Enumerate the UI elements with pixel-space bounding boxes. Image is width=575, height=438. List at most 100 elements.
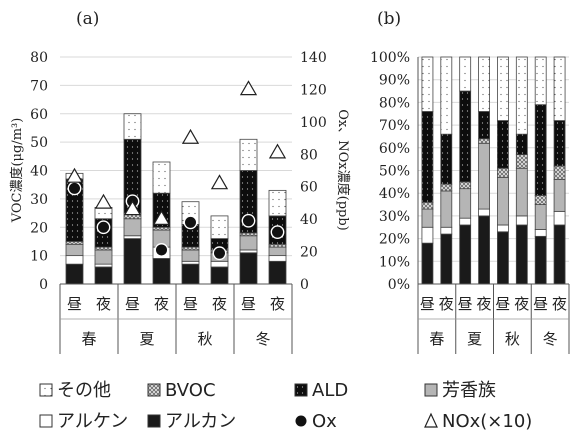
- bar-segment-alkane: [553, 224, 566, 285]
- bar-segment-bvoc: [553, 165, 566, 180]
- bar-segment-alkane: [459, 224, 472, 285]
- bar-segment-ald: [515, 133, 528, 156]
- ox-marker: [270, 225, 285, 240]
- nox-marker: [123, 200, 142, 216]
- category-label: 昼: [420, 295, 435, 313]
- category-label: 夜: [439, 295, 454, 313]
- left-tick-label: 10: [30, 249, 48, 265]
- legend-label: NOx(×10): [442, 411, 532, 432]
- bar-segment-bvoc: [152, 226, 171, 231]
- ox-marker: [183, 215, 198, 230]
- bar-segment-alkene: [181, 260, 200, 265]
- bar-segment-ald: [478, 111, 490, 140]
- ox-marker: [154, 243, 169, 257]
- bar-segment-alkane: [515, 224, 528, 285]
- bar-segment-other: [239, 138, 258, 171]
- bar-segment-alkene: [478, 208, 490, 217]
- group-label: 夏: [139, 330, 154, 348]
- bar-segment-alkane: [478, 215, 490, 285]
- bar-segment-alkene: [65, 255, 84, 265]
- bar-segment-aromatic: [553, 179, 566, 212]
- category-label: 昼: [458, 295, 473, 313]
- bar-segment-alkene: [239, 249, 258, 254]
- bar-segment-other: [497, 56, 509, 121]
- bar-segment-other: [534, 56, 547, 106]
- right-tick-label: 0: [300, 277, 309, 293]
- category-label: 夜: [212, 295, 227, 313]
- panel-b-tick-labels: 0% 10% 20% 30% 40% 50% 60% 70% 80% 90% 100%: [370, 50, 410, 293]
- right-tick-label: 60: [300, 180, 318, 196]
- bar-segment-other: [123, 113, 142, 140]
- bar-segment-other: [94, 206, 113, 220]
- category-label: 昼: [241, 295, 256, 313]
- legend-label: その他: [57, 380, 111, 401]
- bar-segment-aromatic: [65, 243, 84, 257]
- bar-segment-aromatic: [515, 167, 528, 217]
- legend-symbol-bvoc: [147, 383, 161, 397]
- category-label: 昼: [67, 295, 82, 313]
- ox-marker: [212, 246, 227, 261]
- bar-segment-other: [440, 56, 453, 135]
- right-tick-label: 120: [300, 82, 327, 98]
- bar-segment-other: [553, 56, 566, 121]
- tick-label: 100%: [370, 50, 410, 66]
- bar-segment-alkane: [210, 266, 229, 285]
- tick-label: 20%: [379, 232, 410, 248]
- right-tick-label: 100: [300, 115, 327, 131]
- panel-a-right-tick-labels: 0 20 40 60 80 100 120 140: [300, 50, 327, 293]
- bar-segment-ald: [553, 120, 566, 167]
- panel-a-markers: [65, 80, 287, 261]
- left-tick-label: 40: [30, 164, 48, 180]
- panel-a-label: (a): [76, 9, 99, 29]
- nox-marker: [65, 167, 84, 183]
- bar-segment-alkene: [123, 235, 142, 239]
- bar-segment-bvoc: [440, 183, 453, 192]
- category-label: 夜: [154, 295, 169, 313]
- bar-segment-bvoc: [421, 201, 434, 210]
- bar-segment-alkene: [421, 226, 434, 244]
- bar-segment-other: [459, 56, 472, 92]
- left-tick-label: 70: [30, 78, 48, 94]
- bar-segment-other: [268, 189, 287, 217]
- ox-marker: [241, 213, 256, 228]
- nox-marker: [268, 143, 287, 159]
- bar-segment-ald: [440, 133, 453, 185]
- panel-b-bars: [421, 56, 566, 285]
- bar-segment-other: [421, 56, 434, 112]
- bar-segment-aromatic: [440, 190, 453, 228]
- ox-marker: [67, 181, 82, 196]
- legend-symbol-alkene: [39, 414, 53, 428]
- bar-segment-aromatic: [478, 142, 490, 210]
- bar-segment-aromatic: [534, 204, 547, 230]
- panel-b: (b) 0%10%20%30%40%50%60%70%80%90%100% 昼夜…: [370, 9, 570, 354]
- bar-segment-alkane: [94, 266, 113, 285]
- tick-label: 40%: [379, 186, 410, 202]
- bar-segment-alkene: [497, 224, 509, 233]
- bar-segment-alkene: [268, 255, 287, 262]
- legend-label: アルカン: [165, 411, 236, 432]
- ox-marker: [96, 220, 111, 235]
- bar-segment-aromatic: [94, 249, 113, 265]
- bar-segment-aromatic: [497, 176, 509, 226]
- bar-segment-alkene: [459, 217, 472, 226]
- bar-segment-alkane: [497, 231, 509, 285]
- panel-a-right-axis-label: Ox、NOx濃度(ppb): [335, 109, 351, 230]
- bar-segment-alkane: [152, 258, 171, 285]
- bar-segment-alkene: [534, 229, 547, 237]
- bar-segment-ald: [459, 90, 472, 183]
- bar-segment-bvoc: [181, 246, 200, 251]
- left-tick-label: 50: [30, 135, 48, 151]
- bar-segment-ald: [534, 104, 547, 196]
- category-label: 夜: [552, 295, 567, 313]
- bar-segment-alkane: [181, 263, 200, 285]
- bar-segment-aromatic: [268, 246, 287, 257]
- tick-label: 90%: [379, 73, 410, 89]
- tick-label: 10%: [379, 254, 410, 270]
- bar-segment-aromatic: [181, 249, 200, 262]
- group-label: 冬: [543, 330, 558, 348]
- legend-symbol-aromatic: [424, 383, 438, 397]
- category-label: 夜: [514, 295, 529, 313]
- bar-segment-other: [478, 56, 490, 112]
- tick-label: 30%: [379, 209, 410, 225]
- bar-segment-alkene: [515, 215, 528, 226]
